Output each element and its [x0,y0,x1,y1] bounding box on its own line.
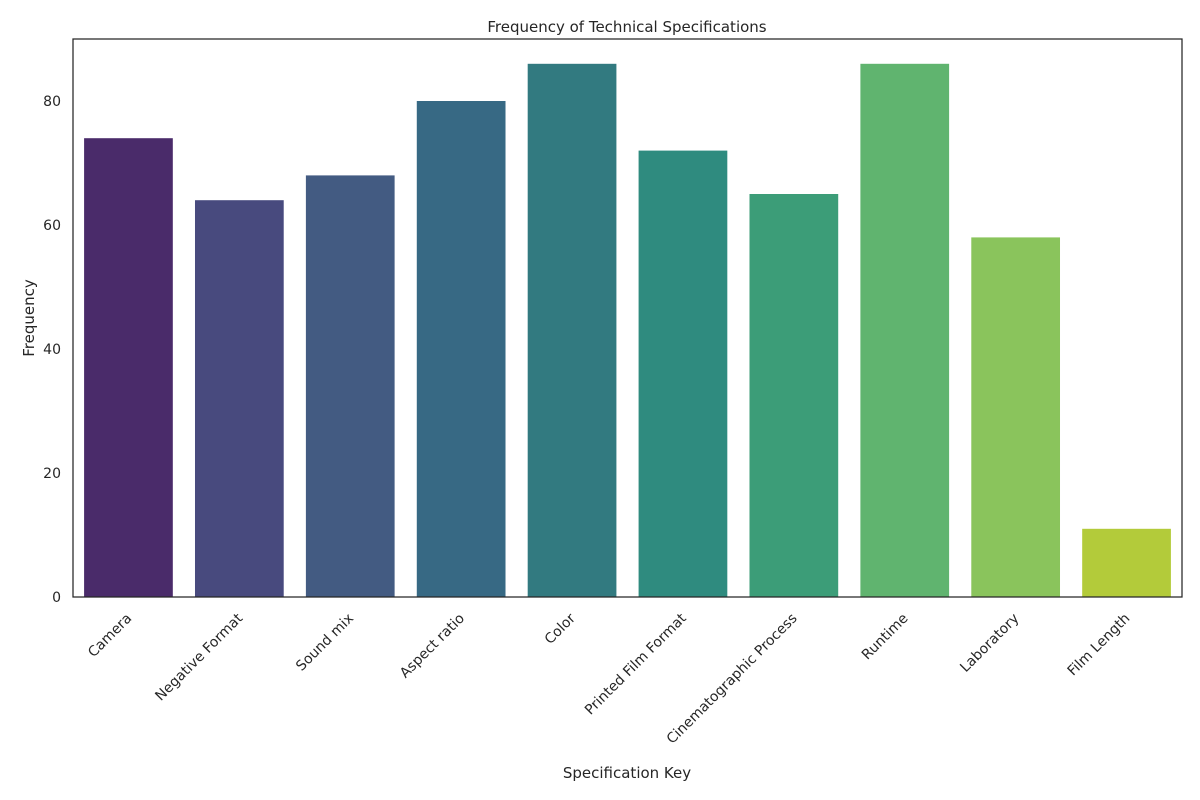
bar-color [527,63,617,598]
bar-printed-film-format [638,150,728,597]
y-tick-label: 60 [43,218,61,234]
y-tick-label: 80 [43,94,61,110]
bar-negative-format [194,200,284,597]
x-tick-label: Negative Format [152,610,246,704]
bar-aspect-ratio [416,101,506,597]
y-tick-label: 40 [43,342,61,358]
x-tick-label: Printed Film Format [582,610,690,718]
bar-camera [84,138,173,597]
bar-runtime [860,63,950,598]
x-tick-label: Film Length [1065,611,1134,680]
y-axis-ticks: 0 20 40 60 80 [43,94,61,606]
x-tick-label: Laboratory [957,611,1022,676]
y-tick-label: 20 [43,466,61,482]
x-tick-label: Sound mix [293,611,357,675]
bar-sound-mix [305,175,395,597]
bars-group [84,63,1171,598]
y-tick-label: 0 [52,590,61,606]
x-tick-label: Cinematographic Process [664,611,801,748]
chart-title: Frequency of Technical Specifications [487,18,766,36]
x-tick-label: Camera [85,611,135,661]
bar-laboratory [971,237,1061,597]
plot-frame [72,38,1183,598]
y-axis-label: Frequency [20,279,38,357]
x-axis-ticks: Camera Negative Format Sound mix Aspect rat… [85,610,1133,747]
x-tick-label: Runtime [859,611,912,664]
bar-cinematographic-process [749,194,839,597]
bar-film-length [1082,528,1171,597]
x-tick-label: Aspect ratio [397,611,468,682]
x-axis-label: Specification Key [563,764,691,782]
x-tick-label: Color [542,610,579,647]
